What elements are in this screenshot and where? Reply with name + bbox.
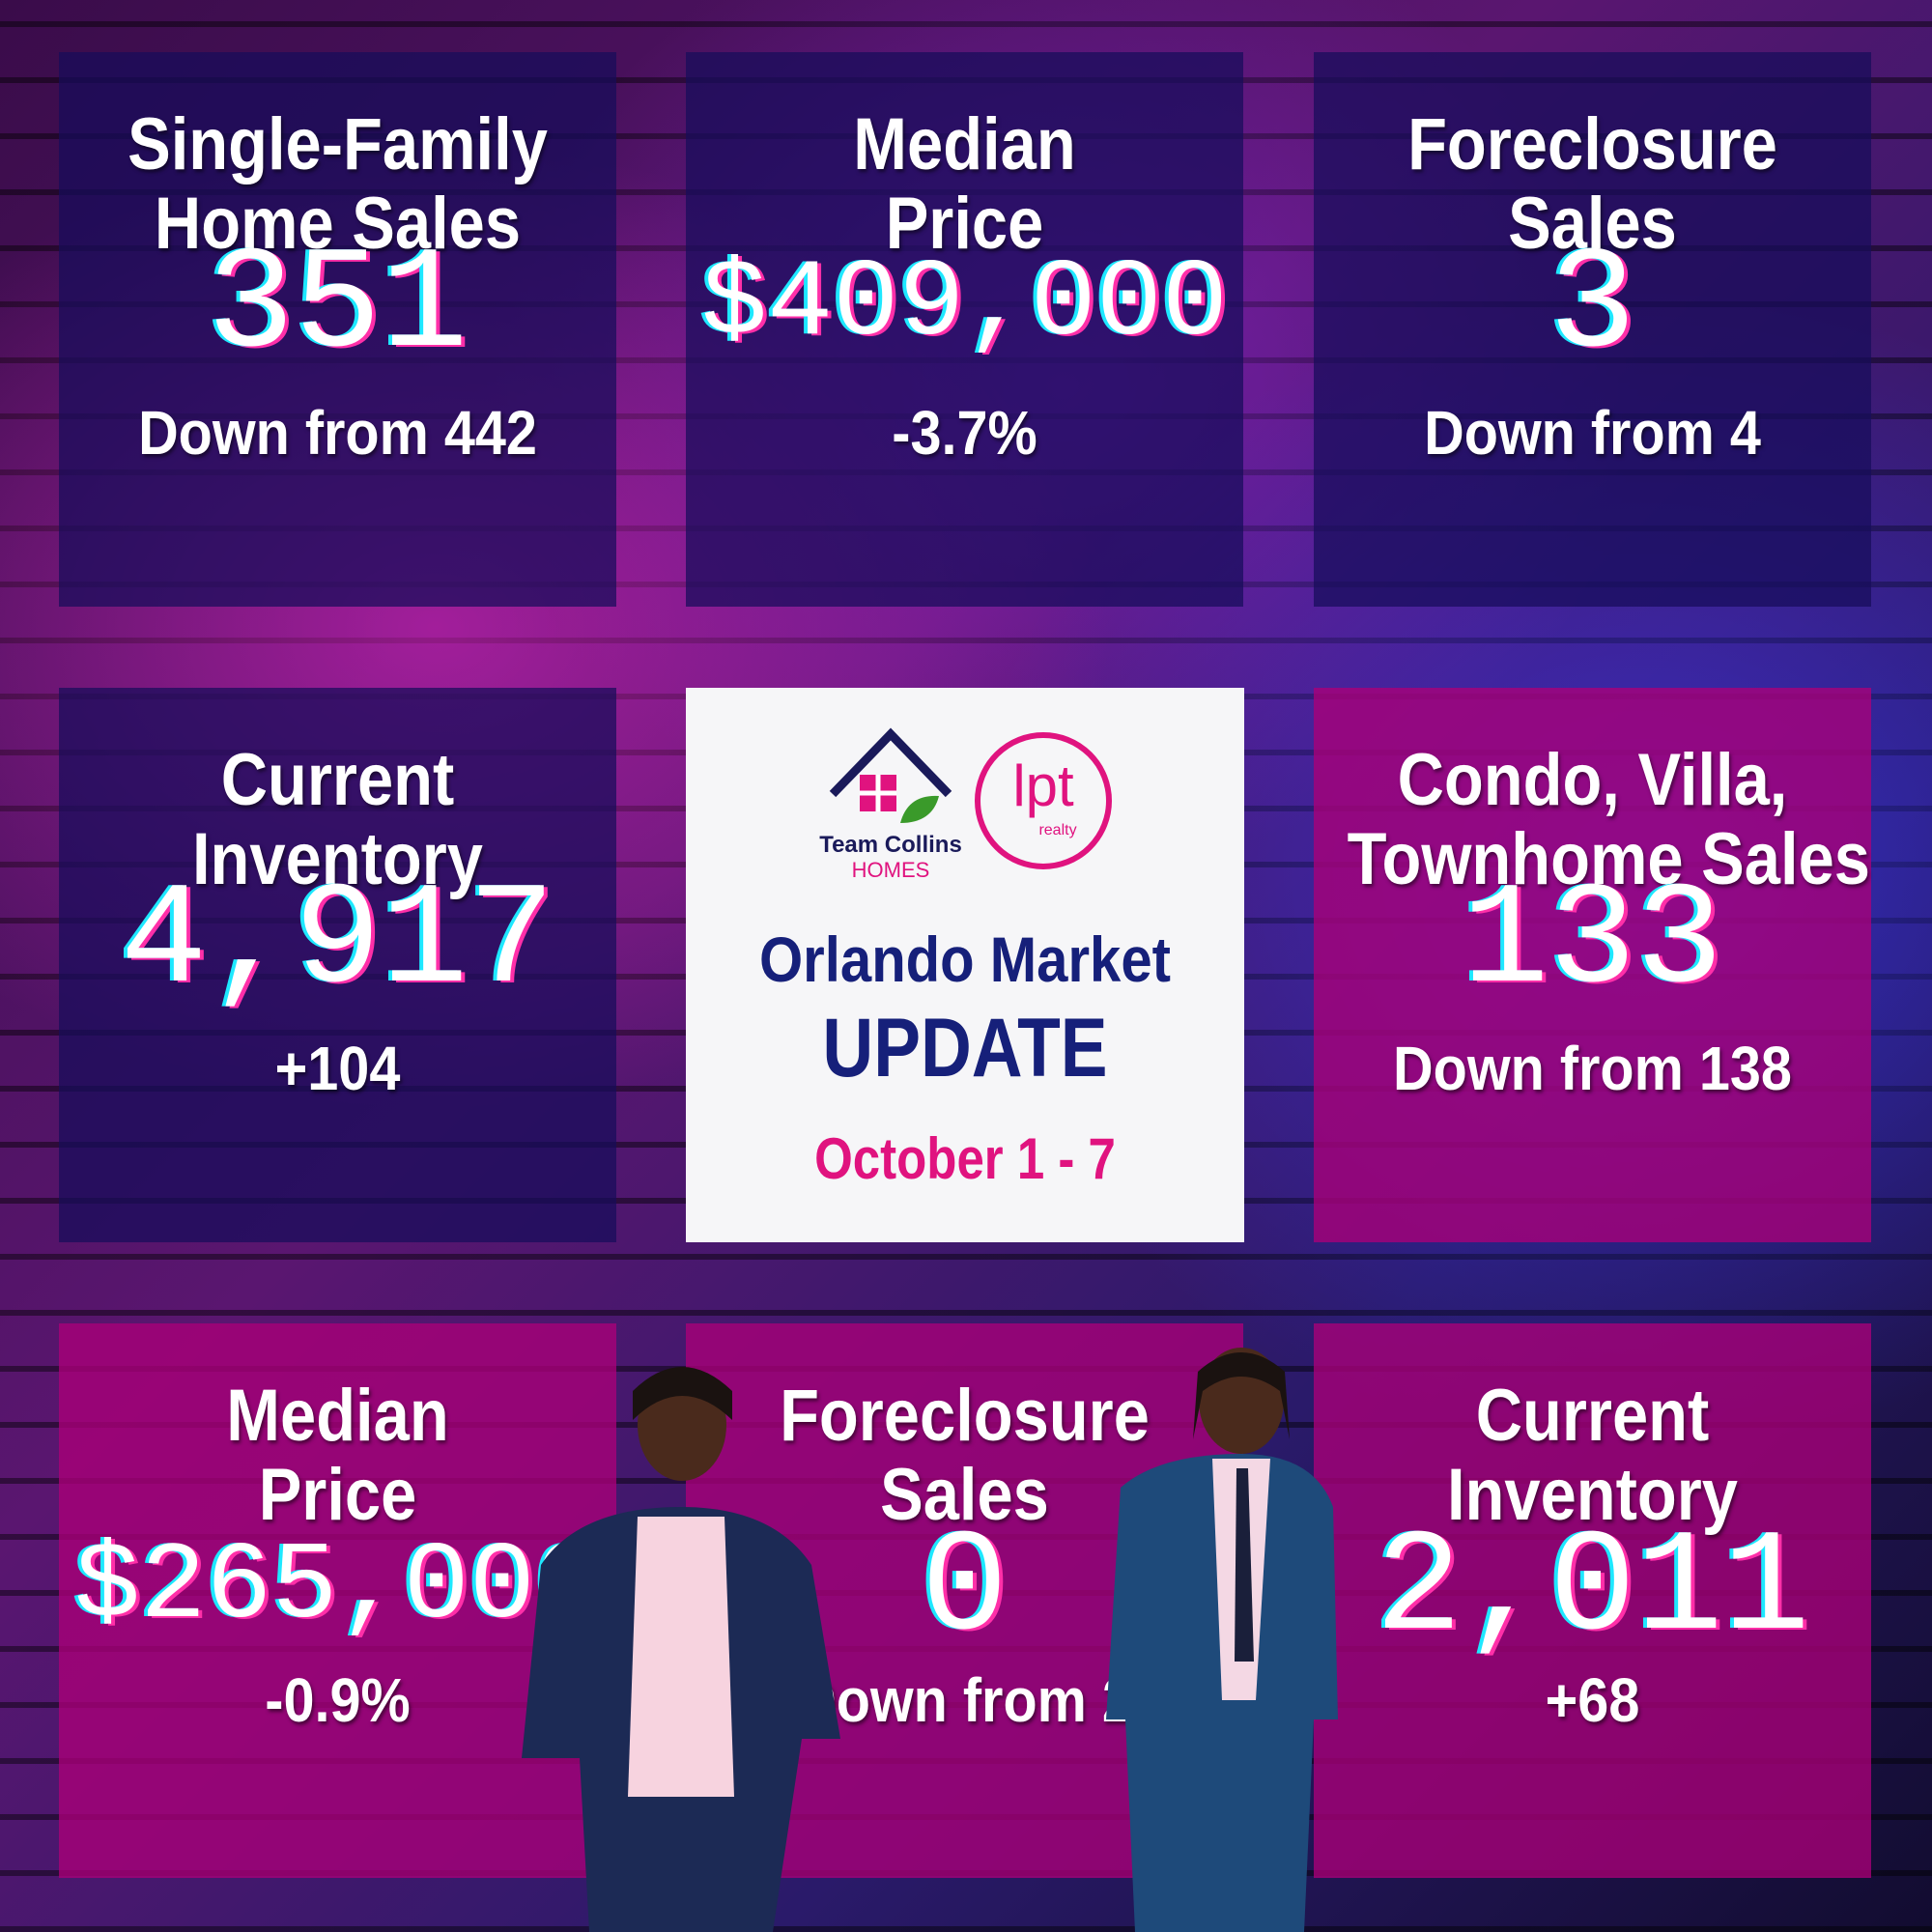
tile-title: Foreclosure xyxy=(780,1375,1150,1457)
tile-change: +68 xyxy=(1545,1665,1640,1735)
stat-tile: Condo, Villa, Townhome Sales 133 Down from … xyxy=(1314,688,1871,1242)
tile-change: Down from 2 xyxy=(796,1665,1133,1735)
tile-title: Inventory xyxy=(1446,1454,1739,1536)
tile-title: Price xyxy=(885,183,1044,265)
tile-change: Down from 138 xyxy=(1393,1034,1792,1103)
leaf xyxy=(900,795,939,823)
tile-title: Current xyxy=(220,739,455,821)
tile-value: 351 xyxy=(207,224,469,389)
tile-value: 4,917 xyxy=(120,860,555,1025)
tile-title: Inventory xyxy=(191,818,484,900)
tile-change: Down from 442 xyxy=(138,398,537,468)
tile-title: Single-Family xyxy=(128,103,548,185)
headline: Orlando Market xyxy=(758,923,1172,995)
brand-sub: HOMES xyxy=(852,858,930,881)
stat-tile: Current Inventory 4,917 +104 xyxy=(59,688,616,1242)
stat-tile: Single-Family Home Sales 351 Down from 442 xyxy=(59,52,616,607)
tile-title: Condo, Villa, xyxy=(1397,739,1788,821)
stat-tile: Current Inventory 2,011 +68 xyxy=(1314,1323,1871,1878)
tile-change: -0.9% xyxy=(265,1665,411,1735)
tile-value: $409,000 xyxy=(700,242,1229,367)
tile-value: 133 xyxy=(1462,860,1723,1025)
house-roof xyxy=(829,727,952,798)
tile-value: 0 xyxy=(921,1507,1009,1672)
stat-tile: Median Price $265,000 -0.9% xyxy=(59,1323,616,1878)
dates: October 1 - 7 xyxy=(814,1126,1116,1191)
stat-tile: Median Price $409,000 -3.7% xyxy=(686,52,1243,607)
tile-title: Current xyxy=(1475,1375,1710,1457)
lpt-ring xyxy=(975,732,1112,869)
brand: Team Collins xyxy=(819,832,962,858)
tile-title: Sales xyxy=(1508,183,1677,265)
tile-title: Price xyxy=(258,1454,417,1536)
stat-tile: Foreclosure Sales 0 Down from 2 xyxy=(686,1323,1243,1878)
tile-title: Median xyxy=(226,1375,449,1457)
tile-title: Home Sales xyxy=(154,183,522,265)
tile-change: Down from 4 xyxy=(1424,398,1761,468)
stat-tile: Foreclosure Sales 3 Down from 4 xyxy=(1314,52,1871,607)
tile-title: Foreclosure xyxy=(1407,103,1777,185)
tile-value: 2,011 xyxy=(1375,1507,1810,1672)
tile-value: $265,000 xyxy=(73,1524,602,1650)
tile-title: Median xyxy=(853,103,1076,185)
tile-value: 3 xyxy=(1548,224,1636,389)
logos: Team Collins HOMES lpt realty xyxy=(819,727,1112,881)
partner: lpt xyxy=(1012,753,1074,818)
tile-title: Sales xyxy=(880,1454,1049,1536)
headline-2: UPDATE xyxy=(822,1002,1108,1094)
partner-sub: realty xyxy=(1038,822,1076,838)
center-card: Team Collins HOMES lpt realty Orlando Ma… xyxy=(686,688,1244,1242)
tile-change: +104 xyxy=(274,1034,401,1103)
tile-title: Townhome Sales xyxy=(1347,818,1870,900)
tile-change: -3.7% xyxy=(892,398,1037,468)
